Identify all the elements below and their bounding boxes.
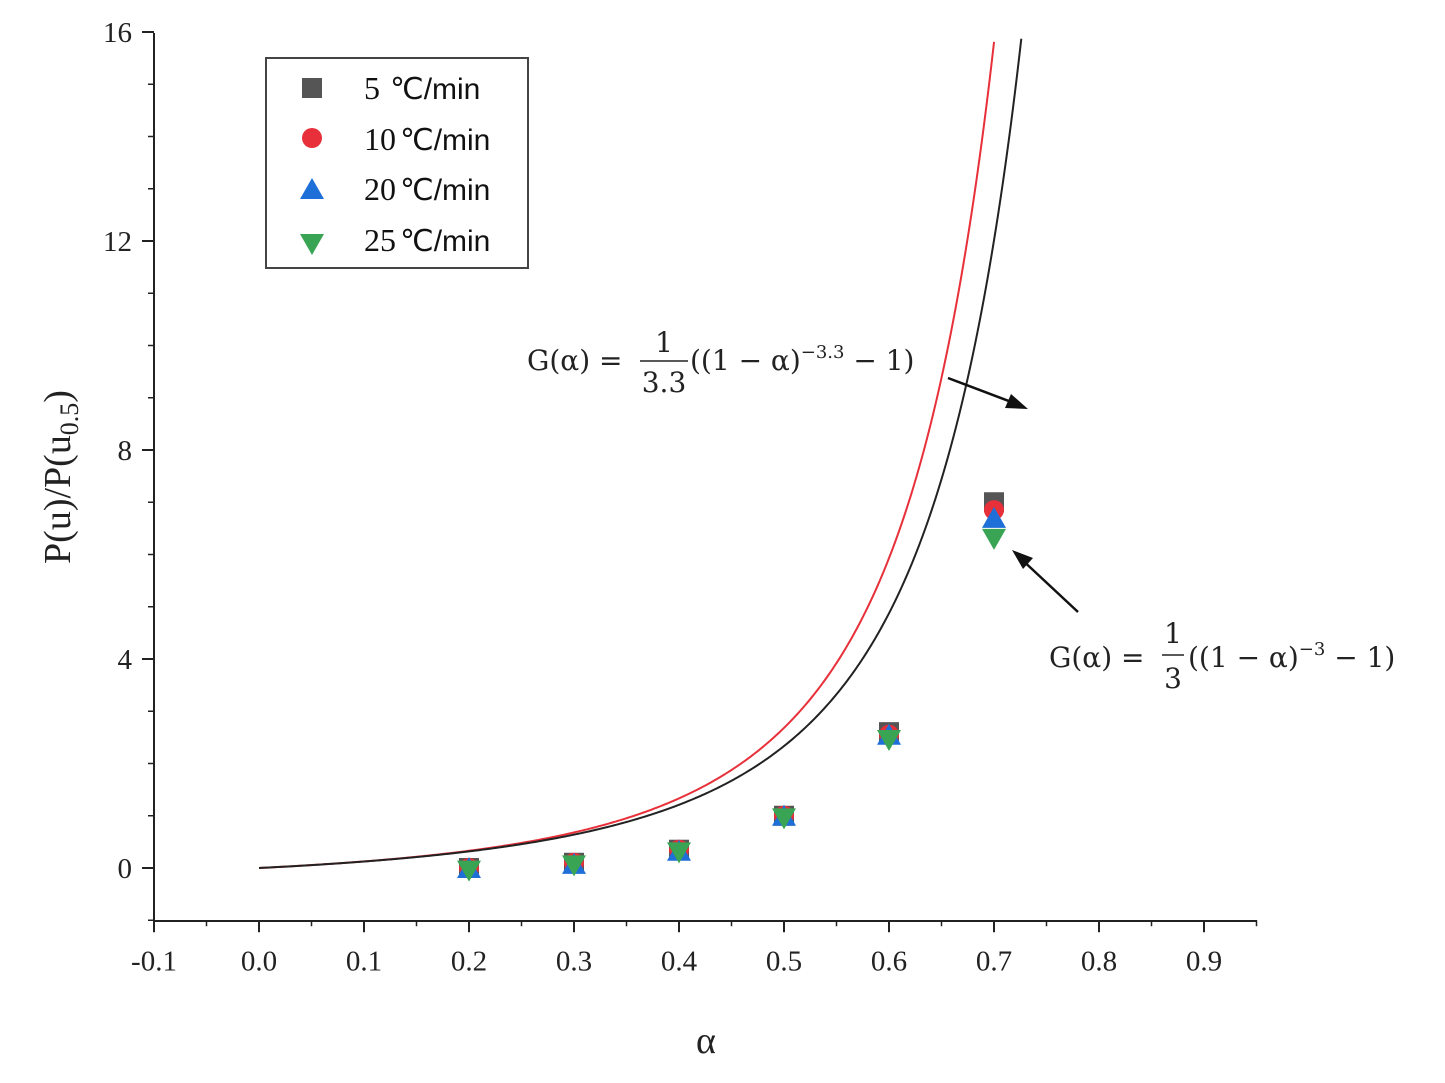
- y-tick-label: 12: [103, 226, 132, 258]
- y-tick-label: 16: [103, 17, 132, 49]
- annotation-black-curve: G(α) = 1 3 ((1 − α)−3 − 1): [1012, 550, 1395, 695]
- legend-label-10: 10 ℃/min: [364, 121, 490, 157]
- annotation-red-denominator: 3.3: [642, 366, 687, 399]
- annotation-red-body: ((1 − α)−3.3 − 1): [690, 342, 914, 377]
- legend-label-20: 20 ℃/min: [364, 171, 490, 207]
- annotation-red-curve: G(α) = 1 3.3 ((1 − α)−3.3 − 1): [527, 326, 1028, 409]
- legend-marker-20: [300, 178, 324, 199]
- y-tick-label: 8: [118, 435, 133, 467]
- y-tick-label: 4: [118, 644, 133, 676]
- x-tick-label: 0.9: [1186, 945, 1222, 977]
- data-point-25: [562, 855, 586, 877]
- fit-curve-black: [258, 38, 1023, 869]
- x-tick-label: 0.8: [1081, 945, 1117, 977]
- annotation-red-numerator: 1: [655, 326, 673, 359]
- x-tick-label: 0.2: [451, 945, 487, 977]
- x-axis-title: α: [696, 1020, 716, 1062]
- legend-marker-10: [302, 128, 322, 148]
- x-tick-label: 0.4: [661, 945, 698, 977]
- x-tick-label: -0.1: [131, 945, 177, 977]
- x-tick-label: 0.3: [556, 945, 592, 977]
- x-tick-label: 0.0: [241, 945, 277, 977]
- annotation-black-lhs: G(α) =: [1049, 641, 1144, 674]
- x-tick-label: 0.5: [766, 945, 802, 977]
- legend-marker-25: [300, 234, 324, 255]
- y-tick-label: 0: [118, 853, 133, 885]
- annotation-red-lhs: G(α) =: [527, 344, 622, 377]
- data-point-25: [667, 842, 691, 864]
- data-point-25: [982, 528, 1006, 550]
- y-axis-title: P(u)/P(u0.5): [37, 390, 84, 564]
- data-point-25: [772, 808, 796, 830]
- x-tick-label: 0.7: [976, 945, 1012, 977]
- data-point-20: [982, 506, 1006, 528]
- data-point-25: [457, 860, 481, 882]
- annotation-black-body: ((1 − α)−3 − 1): [1188, 639, 1395, 674]
- annotation-black-denominator: 3: [1164, 662, 1182, 695]
- x-tick-label: 0.1: [346, 945, 382, 977]
- legend: 5 ℃/min 10 ℃/min 20 ℃/min 25 ℃/min: [265, 57, 529, 269]
- annotation-black-numerator: 1: [1164, 617, 1182, 650]
- x-tick-label: 0.6: [871, 945, 907, 977]
- legend-label-5: 5 ℃/min: [364, 70, 480, 106]
- data-point-25: [877, 729, 901, 751]
- legend-label-25: 25 ℃/min: [364, 222, 490, 258]
- legend-marker-5: [302, 78, 322, 98]
